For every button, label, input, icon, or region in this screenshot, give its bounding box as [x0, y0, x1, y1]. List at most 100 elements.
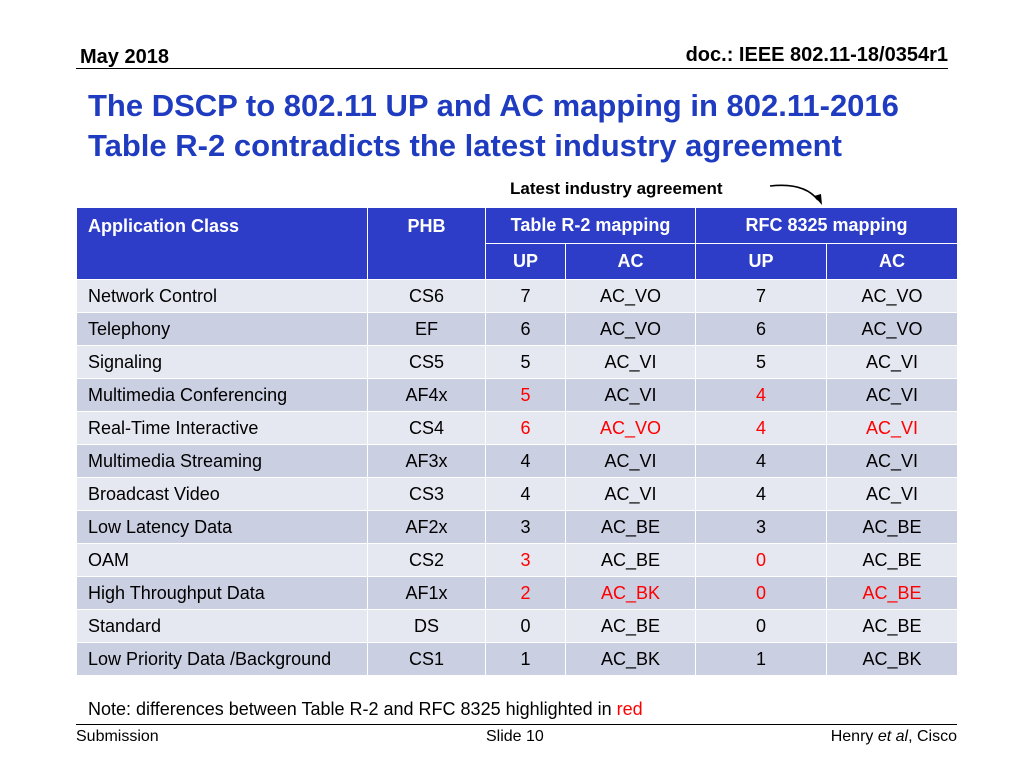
- slide-title-line-1: The DSCP to 802.11 UP and AC mapping in …: [88, 88, 899, 123]
- cell-rfc-ac: AC_BE: [825, 609, 959, 643]
- curved-arrow-icon: [769, 184, 822, 205]
- table-row: Low Priority Data /Background CS1 1 AC_B…: [76, 642, 959, 676]
- cell-application-class: Multimedia Conferencing: [76, 378, 368, 412]
- cell-application-class: Multimedia Streaming: [76, 444, 368, 478]
- cell-phb: CS2: [367, 543, 486, 577]
- cell-r2-ac: AC_VI: [565, 378, 696, 412]
- cell-rfc-ac: AC_BE: [825, 576, 959, 610]
- cell-r2-ac: AC_BK: [565, 576, 696, 610]
- cell-rfc-ac: AC_VI: [825, 477, 959, 511]
- cell-r2-ac: AC_VO: [565, 279, 696, 313]
- header-application-class: Application Class: [76, 207, 368, 280]
- cell-phb: AF2x: [367, 510, 486, 544]
- cell-r2-up: 1: [485, 642, 566, 676]
- footer-author-name: Henry: [830, 728, 878, 745]
- header-divider: [76, 68, 948, 69]
- footer-divider: [76, 724, 957, 725]
- cell-r2-ac: AC_VI: [565, 477, 696, 511]
- cell-r2-up: 3: [485, 543, 566, 577]
- cell-r2-up: 6: [485, 312, 566, 346]
- footnote-text: Note: differences between Table R-2 and …: [88, 699, 617, 719]
- cell-rfc-ac: AC_BK: [825, 642, 959, 676]
- cell-rfc-ac: AC_VI: [825, 378, 959, 412]
- table-row: Signaling CS5 5 AC_VI 5 AC_VI: [76, 345, 959, 379]
- cell-r2-ac: AC_BE: [565, 543, 696, 577]
- cell-phb: DS: [367, 609, 486, 643]
- table-row: Multimedia Streaming AF3x 4 AC_VI 4 AC_V…: [76, 444, 959, 478]
- header-rfc-up: UP: [695, 243, 827, 280]
- footer-submission: Submission: [76, 728, 159, 745]
- cell-application-class: High Throughput Data: [76, 576, 368, 610]
- cell-r2-ac: AC_VO: [565, 411, 696, 445]
- cell-rfc-ac: AC_VO: [825, 312, 959, 346]
- table-row: Broadcast Video CS3 4 AC_VI 4 AC_VI: [76, 477, 959, 511]
- cell-r2-ac: AC_VI: [565, 444, 696, 478]
- footnote: Note: differences between Table R-2 and …: [88, 699, 643, 720]
- table-row: OAM CS2 3 AC_BE 0 AC_BE: [76, 543, 959, 577]
- cell-rfc-up: 0: [695, 576, 827, 610]
- cell-application-class: Low Latency Data: [76, 510, 368, 544]
- cell-r2-up: 0: [485, 609, 566, 643]
- cell-phb: EF: [367, 312, 486, 346]
- cell-rfc-ac: AC_BE: [825, 543, 959, 577]
- header-phb: PHB: [367, 207, 486, 280]
- cell-application-class: Telephony: [76, 312, 368, 346]
- cell-r2-ac: AC_BK: [565, 642, 696, 676]
- cell-application-class: Low Priority Data /Background: [76, 642, 368, 676]
- footer-author: Henry et al, Cisco: [831, 728, 957, 746]
- cell-rfc-up: 5: [695, 345, 827, 379]
- cell-phb: AF3x: [367, 444, 486, 478]
- cell-application-class: OAM: [76, 543, 368, 577]
- slide-title-line-2: Table R-2 contradicts the latest industr…: [88, 128, 842, 163]
- header-r2-ac: AC: [565, 243, 696, 280]
- cell-rfc-up: 4: [695, 411, 827, 445]
- cell-r2-up: 4: [485, 444, 566, 478]
- cell-r2-ac: AC_VO: [565, 312, 696, 346]
- cell-phb: CS3: [367, 477, 486, 511]
- table-row: High Throughput Data AF1x 2 AC_BK 0 AC_B…: [76, 576, 959, 610]
- header-rfc8325-mapping: RFC 8325 mapping: [694, 207, 959, 244]
- slide-title: The DSCP to 802.11 UP and AC mapping in …: [88, 86, 1008, 166]
- cell-r2-up: 6: [485, 411, 566, 445]
- table-row: Real-Time Interactive CS4 6 AC_VO 4 AC_V…: [76, 411, 959, 445]
- cell-phb: CS1: [367, 642, 486, 676]
- cell-phb: AF1x: [367, 576, 486, 610]
- cell-r2-up: 2: [485, 576, 566, 610]
- cell-application-class: Real-Time Interactive: [76, 411, 368, 445]
- cell-rfc-ac: AC_BE: [825, 510, 959, 544]
- footer-author-org: , Cisco: [908, 728, 957, 745]
- annotation-label: Latest industry agreement: [510, 179, 723, 198]
- cell-r2-up: 5: [485, 378, 566, 412]
- mapping-table: Application Class PHB Table R-2 mapping …: [76, 207, 959, 676]
- cell-r2-ac: AC_VI: [565, 345, 696, 379]
- cell-r2-up: 4: [485, 477, 566, 511]
- cell-rfc-ac: AC_VO: [825, 279, 959, 313]
- footnote-highlight: red: [616, 699, 643, 719]
- cell-rfc-up: 7: [695, 279, 827, 313]
- cell-rfc-ac: AC_VI: [825, 444, 959, 478]
- table-row: Network Control CS6 7 AC_VO 7 AC_VO: [76, 279, 959, 313]
- cell-rfc-ac: AC_VI: [825, 345, 959, 379]
- table-row: Multimedia Conferencing AF4x 5 AC_VI 4 A…: [76, 378, 959, 412]
- cell-rfc-up: 4: [695, 477, 827, 511]
- header-rfc-ac: AC: [825, 243, 959, 280]
- cell-rfc-up: 6: [695, 312, 827, 346]
- cell-r2-up: 3: [485, 510, 566, 544]
- cell-phb: CS5: [367, 345, 486, 379]
- cell-application-class: Broadcast Video: [76, 477, 368, 511]
- cell-rfc-up: 1: [695, 642, 827, 676]
- cell-phb: CS4: [367, 411, 486, 445]
- footer-author-etal: et al: [877, 728, 909, 745]
- cell-phb: AF4x: [367, 378, 486, 412]
- document-id: doc.: IEEE 802.11-18/0354r1: [685, 44, 948, 66]
- table-row: Standard DS 0 AC_BE 0 AC_BE: [76, 609, 959, 643]
- header-r2-up: UP: [485, 243, 566, 280]
- cell-phb: CS6: [367, 279, 486, 313]
- cell-rfc-ac: AC_VI: [825, 411, 959, 445]
- cell-rfc-up: 4: [695, 444, 827, 478]
- cell-rfc-up: 0: [695, 609, 827, 643]
- cell-r2-ac: AC_BE: [565, 510, 696, 544]
- cell-rfc-up: 3: [695, 510, 827, 544]
- cell-rfc-up: 4: [695, 378, 827, 412]
- table-row: Telephony EF 6 AC_VO 6 AC_VO: [76, 312, 959, 346]
